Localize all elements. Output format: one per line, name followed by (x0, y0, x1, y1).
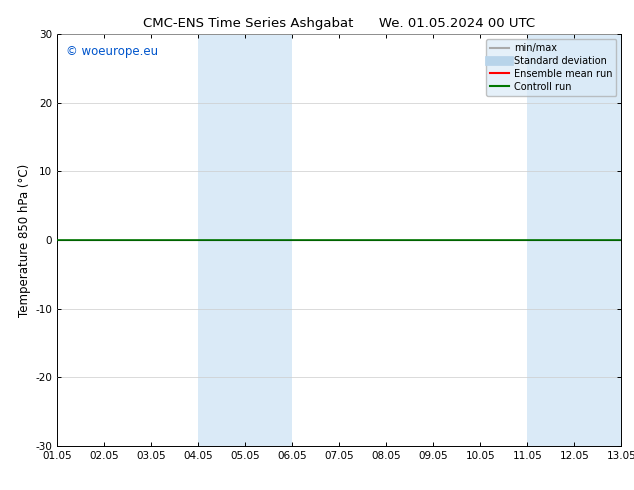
Legend: min/max, Standard deviation, Ensemble mean run, Controll run: min/max, Standard deviation, Ensemble me… (486, 39, 616, 96)
Y-axis label: Temperature 850 hPa (°C): Temperature 850 hPa (°C) (18, 164, 31, 317)
Bar (527, 34, 621, 446)
Bar (198, 34, 292, 446)
Title: CMC-ENS Time Series Ashgabat      We. 01.05.2024 00 UTC: CMC-ENS Time Series Ashgabat We. 01.05.2… (143, 17, 535, 30)
Text: © woeurope.eu: © woeurope.eu (65, 45, 158, 58)
